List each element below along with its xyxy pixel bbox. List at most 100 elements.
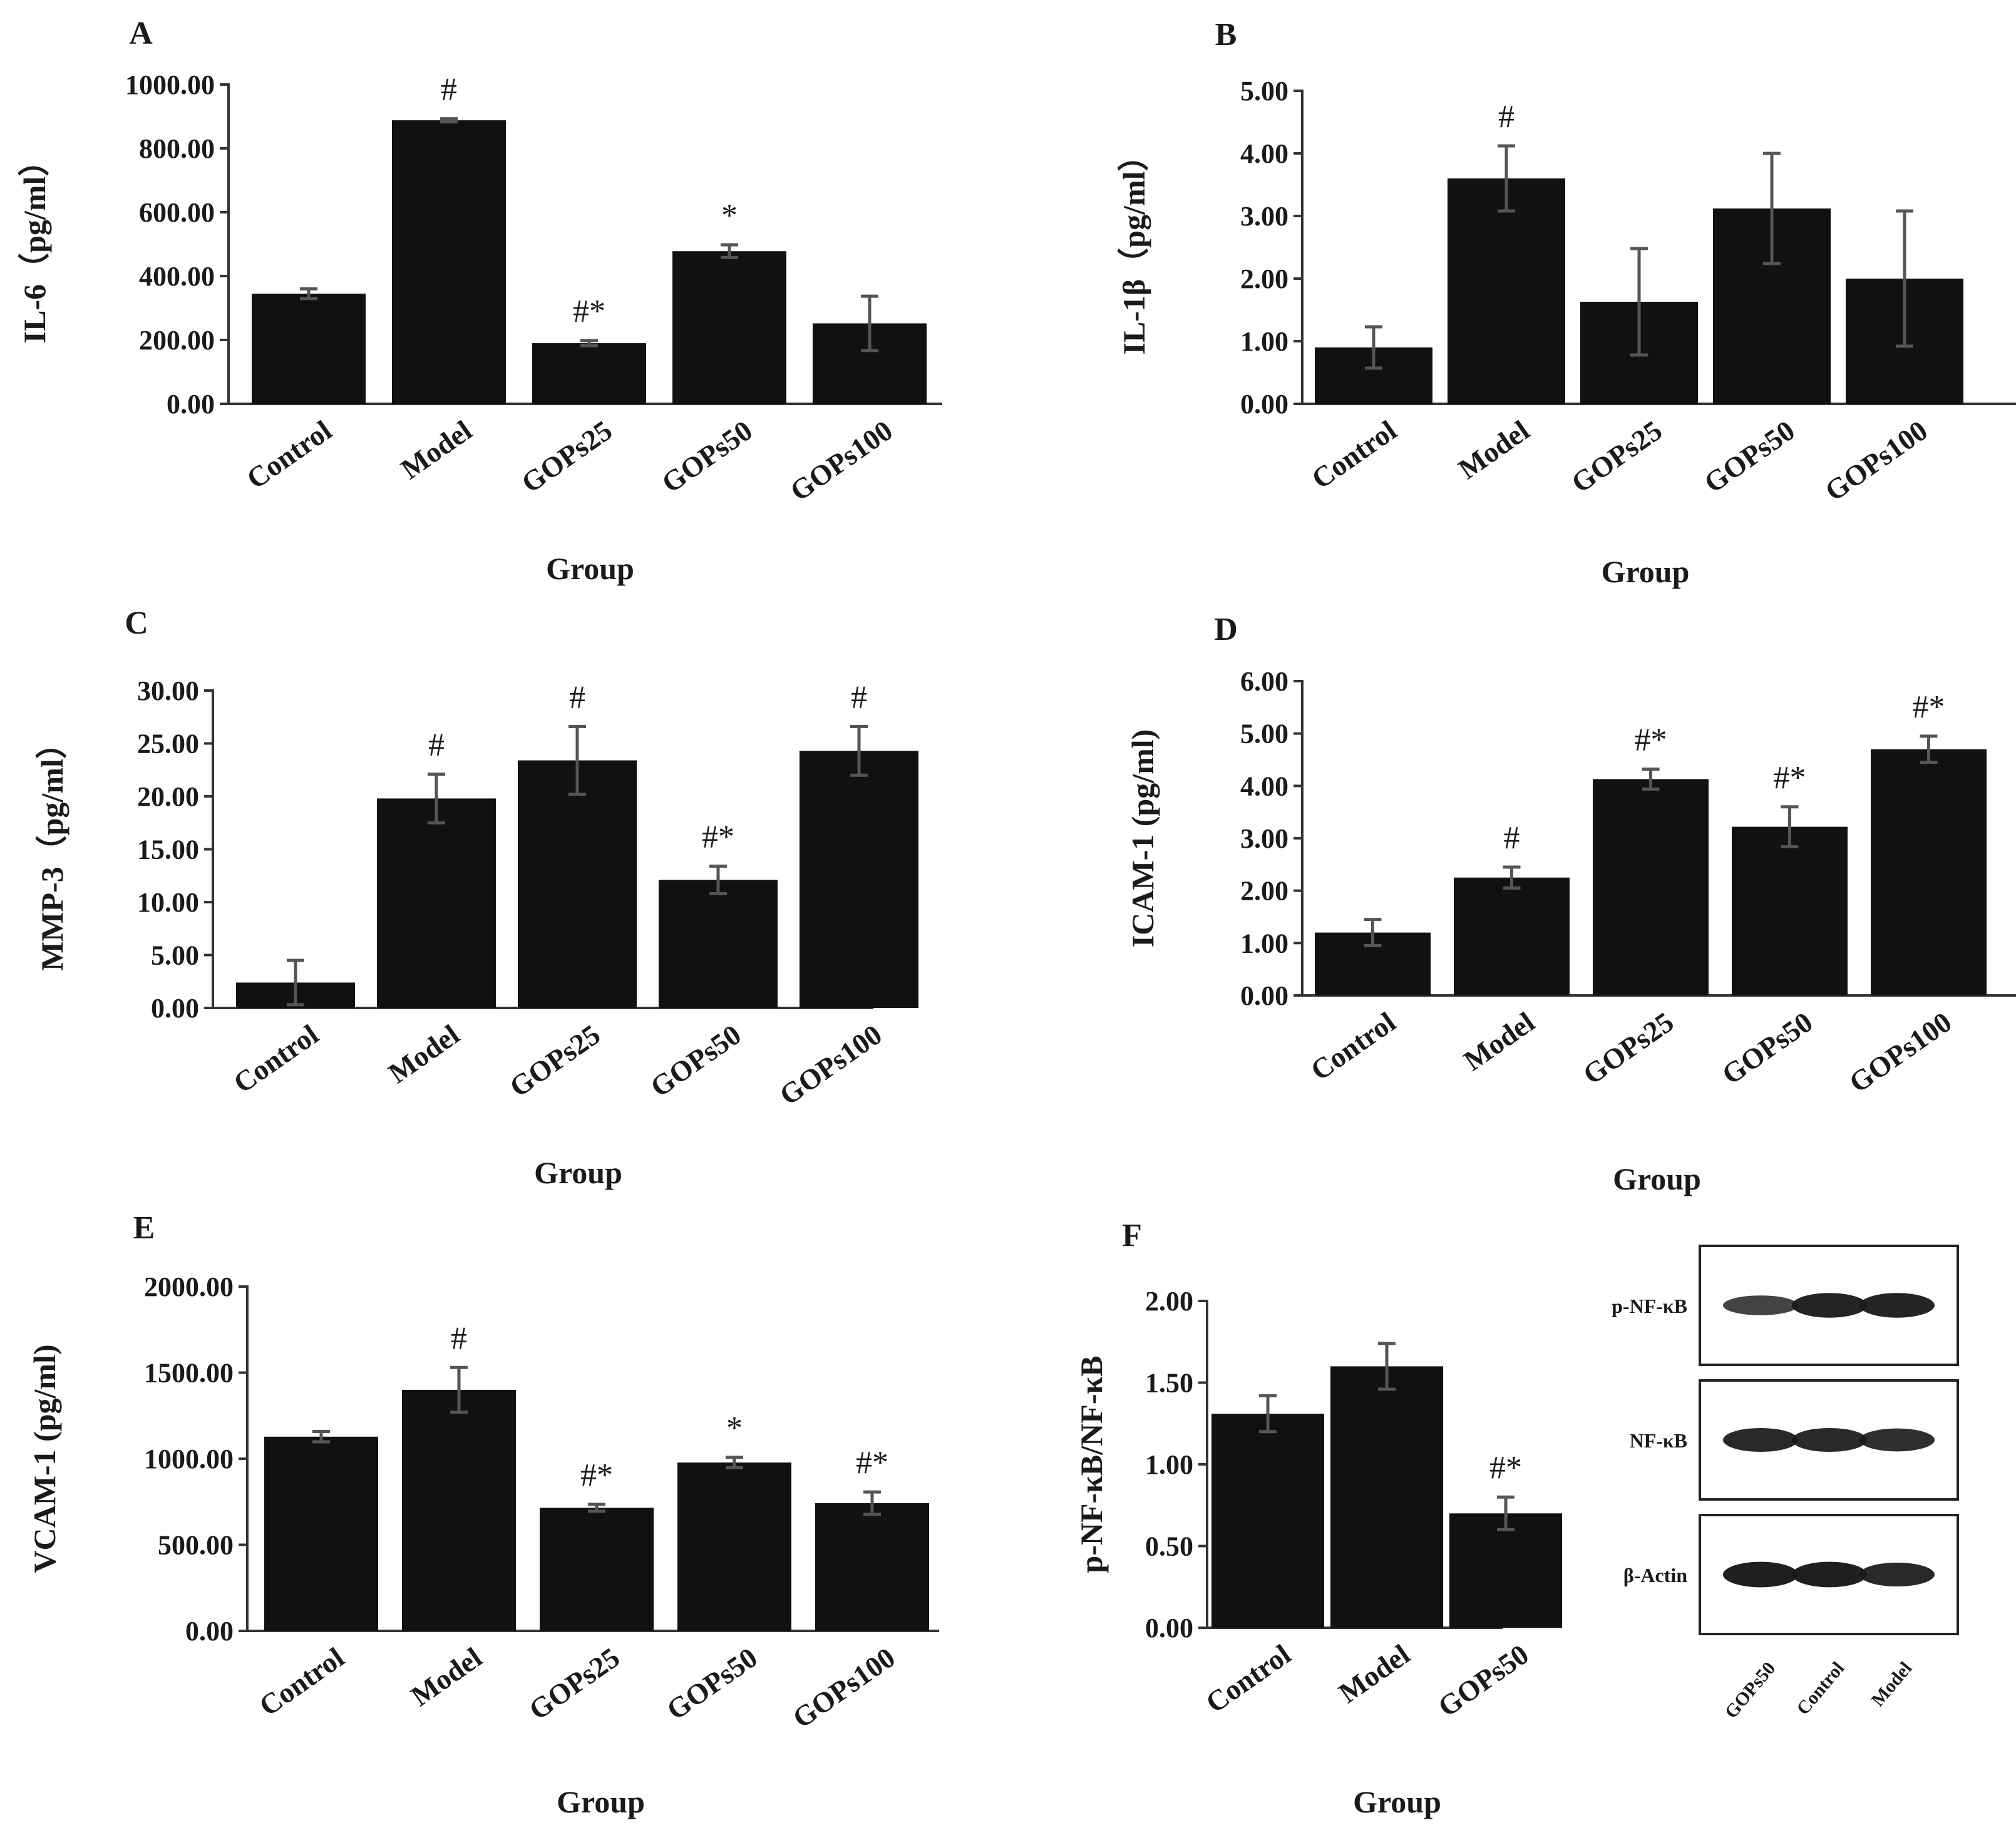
significance-marker: #* — [1489, 1450, 1522, 1486]
y-tick-label: 2000.00 — [144, 1272, 234, 1302]
blot-lane-label: Control — [1792, 1658, 1848, 1719]
bar-gops100 — [815, 1503, 929, 1631]
bar-gops100 — [1871, 749, 1987, 995]
x-axis-title: Group — [1613, 1161, 1701, 1196]
error-bar — [1498, 144, 1515, 213]
y-tick-label: 5.00 — [151, 940, 199, 971]
y-tick-label: 400.00 — [139, 261, 215, 292]
x-tick-label: GOPs50 — [1716, 1005, 1818, 1091]
error-bar — [1763, 152, 1781, 265]
significance-marker: #* — [856, 1445, 888, 1481]
bar-model — [392, 120, 506, 404]
y-tick-label: 1.50 — [1145, 1368, 1193, 1399]
significance-marker: # — [569, 679, 585, 715]
error-bar — [1630, 247, 1648, 357]
y-tick-label: 1.00 — [1145, 1449, 1193, 1480]
bar-model — [1330, 1366, 1443, 1628]
y-tick-label: 800.00 — [139, 133, 215, 164]
x-tick-label: GOPs100 — [787, 1641, 901, 1734]
y-tick-label: 2.00 — [1240, 876, 1288, 907]
bar-control — [1211, 1414, 1324, 1628]
y-tick-label: 0.50 — [1145, 1531, 1193, 1562]
y-tick-label: 0.00 — [167, 389, 215, 419]
bar-gops25 — [518, 760, 637, 1008]
error-bar — [580, 339, 598, 347]
chart-panel-a: A 0.00 200.00 400.00 600.00 800.00 1000.00 Cont… — [17, 16, 942, 586]
significance-marker: # — [428, 727, 445, 763]
error-bar — [861, 294, 878, 352]
y-tick-label: 0.00 — [151, 993, 199, 1024]
panel-label: E — [133, 1210, 155, 1246]
y-tick-label: 6.00 — [1240, 666, 1288, 697]
y-axis-title: VCAM-1 (pg/ml) — [27, 1344, 62, 1573]
error-bar — [721, 243, 738, 259]
significance-marker: #* — [1635, 722, 1667, 758]
x-tick-label: GOPs25 — [504, 1018, 606, 1103]
x-tick-label: Control — [1305, 1005, 1401, 1086]
panel-label: D — [1214, 612, 1238, 647]
significance-marker: # — [451, 1320, 467, 1356]
bar-gops25 — [532, 343, 646, 404]
significance-marker: #* — [702, 820, 734, 855]
blot-band — [1792, 1561, 1867, 1588]
x-tick-label: Control — [241, 414, 337, 495]
bar-gops25 — [1593, 779, 1709, 995]
x-tick-label: GOPs50 — [661, 1641, 763, 1726]
y-tick-label: 10.00 — [137, 887, 199, 918]
x-tick-label: Model — [383, 1018, 465, 1089]
y-axis-title: IL-1β（pg/ml） — [1116, 140, 1151, 354]
chart-panel-b: B 0.00 1.00 2.00 3.00 4.00 5.00 Control # Model GO… — [1116, 17, 2016, 589]
error-bar — [709, 865, 727, 895]
y-tick-label: 30.00 — [137, 676, 199, 706]
y-tick-label: 15.00 — [137, 835, 199, 865]
error-bar — [440, 117, 458, 124]
bar-model — [1454, 877, 1570, 995]
x-axis-title: Group — [1602, 554, 1690, 589]
chart-panel-d: D 0.00 1.00 2.00 3.00 4.00 5.00 6.00 Control # Mod… — [1125, 612, 2016, 1196]
bar-gops50 — [1449, 1513, 1562, 1628]
error-bar — [726, 1456, 743, 1469]
blot-band — [1723, 1295, 1798, 1315]
x-tick-label: GOPs50 — [1432, 1638, 1535, 1723]
x-tick-label: Model — [1333, 1638, 1416, 1709]
x-tick-label: GOPs25 — [516, 414, 618, 499]
blot-lane-label: GOPs50 — [1721, 1658, 1780, 1722]
x-tick-label: GOPs100 — [1843, 1005, 1957, 1099]
blot-band — [1723, 1561, 1798, 1588]
blot-row-label: β-Actin — [1623, 1564, 1687, 1586]
y-tick-label: 0.00 — [185, 1616, 234, 1647]
y-tick-label: 3.00 — [1240, 823, 1288, 854]
bar-model — [1448, 178, 1565, 404]
panel-label: F — [1122, 1218, 1142, 1253]
x-tick-label: GOPs25 — [1566, 414, 1668, 499]
x-tick-label: Model — [1453, 414, 1535, 485]
y-tick-label: 1000.00 — [144, 1444, 234, 1474]
error-bar — [1503, 865, 1521, 890]
error-bar — [300, 287, 317, 301]
y-axis-title: IL-6（pg/ml） — [17, 145, 52, 344]
y-axis-title: ICAM-1 (pg/ml) — [1125, 729, 1160, 948]
x-tick-label: Control — [1306, 414, 1402, 495]
y-tick-label: 25.00 — [137, 729, 199, 759]
bar-control — [252, 294, 366, 404]
x-tick-label: GOPs100 — [1819, 414, 1933, 507]
y-tick-label: 1000.00 — [125, 69, 215, 100]
error-bar — [588, 1503, 605, 1513]
x-tick-label: Model — [1458, 1005, 1540, 1077]
significance-marker: # — [1498, 99, 1515, 135]
significance-marker: #* — [1774, 760, 1806, 796]
blot-band — [1723, 1427, 1798, 1452]
significance-marker: #* — [573, 294, 605, 329]
chart-panel-c: C 0.00 5.00 10.00 15.00 20.00 25.00 30.00 Contro… — [34, 605, 918, 1190]
error-bar — [850, 724, 868, 777]
bar-control — [264, 1436, 378, 1631]
error-bar — [1642, 768, 1660, 791]
y-tick-label: 20.00 — [137, 781, 199, 812]
error-bar — [863, 1490, 881, 1516]
x-tick-label: GOPs100 — [774, 1018, 888, 1111]
error-bar — [1497, 1495, 1515, 1531]
y-tick-label: 1.00 — [1240, 928, 1288, 958]
y-tick-label: 2.00 — [1240, 264, 1288, 294]
blot-band — [1859, 1562, 1935, 1587]
panel-label: A — [129, 16, 153, 51]
